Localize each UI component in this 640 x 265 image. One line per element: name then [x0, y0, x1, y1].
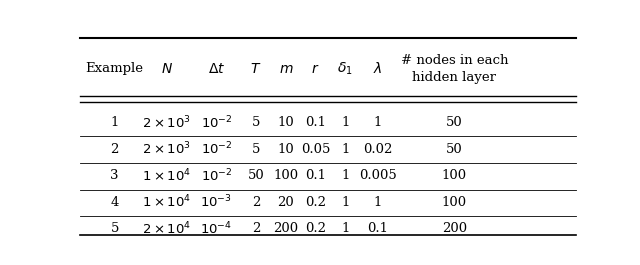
Text: 0.1: 0.1 — [305, 169, 326, 182]
Text: 0.1: 0.1 — [305, 116, 326, 129]
Text: $2 \times 10^4$: $2 \times 10^4$ — [142, 220, 191, 237]
Text: 2: 2 — [111, 143, 119, 156]
Text: $10^{-2}$: $10^{-2}$ — [200, 167, 232, 184]
Text: 1: 1 — [341, 196, 349, 209]
Text: $10^{-2}$: $10^{-2}$ — [200, 114, 232, 131]
Text: $\Delta t$: $\Delta t$ — [208, 61, 225, 76]
Text: $\lambda$: $\lambda$ — [373, 61, 382, 76]
Text: 5: 5 — [252, 143, 260, 156]
Text: $2 \times 10^3$: $2 \times 10^3$ — [142, 141, 191, 157]
Text: 0.005: 0.005 — [359, 169, 396, 182]
Text: 100: 100 — [442, 169, 467, 182]
Text: 1: 1 — [341, 143, 349, 156]
Text: $N$: $N$ — [161, 61, 173, 76]
Text: $1 \times 10^4$: $1 \times 10^4$ — [142, 194, 191, 210]
Text: $\delta_1$: $\delta_1$ — [337, 60, 353, 77]
Text: 20: 20 — [278, 196, 294, 209]
Text: $10^{-2}$: $10^{-2}$ — [200, 141, 232, 157]
Text: $1 \times 10^4$: $1 \times 10^4$ — [142, 167, 191, 184]
Text: 1: 1 — [341, 169, 349, 182]
Text: 0.02: 0.02 — [363, 143, 392, 156]
Text: 10: 10 — [278, 116, 294, 129]
Text: 50: 50 — [446, 116, 463, 129]
Text: $10^{-3}$: $10^{-3}$ — [200, 194, 232, 210]
Text: 0.1: 0.1 — [367, 222, 388, 235]
Text: 0.2: 0.2 — [305, 222, 326, 235]
Text: 200: 200 — [442, 222, 467, 235]
Text: 1: 1 — [373, 196, 382, 209]
Text: 2: 2 — [252, 196, 260, 209]
Text: 0.05: 0.05 — [301, 143, 330, 156]
Text: 1: 1 — [341, 116, 349, 129]
Text: 2: 2 — [252, 222, 260, 235]
Text: 50: 50 — [446, 143, 463, 156]
Text: 1: 1 — [373, 116, 382, 129]
Text: $10^{-4}$: $10^{-4}$ — [200, 220, 232, 237]
Text: # nodes in each
hidden layer: # nodes in each hidden layer — [401, 54, 508, 83]
Text: 5: 5 — [252, 116, 260, 129]
Text: 50: 50 — [248, 169, 264, 182]
Text: $T$: $T$ — [250, 61, 262, 76]
Text: 100: 100 — [273, 169, 298, 182]
Text: Example: Example — [86, 62, 144, 75]
Text: 1: 1 — [341, 222, 349, 235]
Text: $r$: $r$ — [312, 61, 320, 76]
Text: 1: 1 — [111, 116, 119, 129]
Text: $m$: $m$ — [278, 61, 293, 76]
Text: 3: 3 — [111, 169, 119, 182]
Text: 200: 200 — [273, 222, 298, 235]
Text: 100: 100 — [442, 196, 467, 209]
Text: 5: 5 — [111, 222, 119, 235]
Text: 4: 4 — [111, 196, 119, 209]
Text: $2 \times 10^3$: $2 \times 10^3$ — [142, 114, 191, 131]
Text: 10: 10 — [278, 143, 294, 156]
Text: 0.2: 0.2 — [305, 196, 326, 209]
